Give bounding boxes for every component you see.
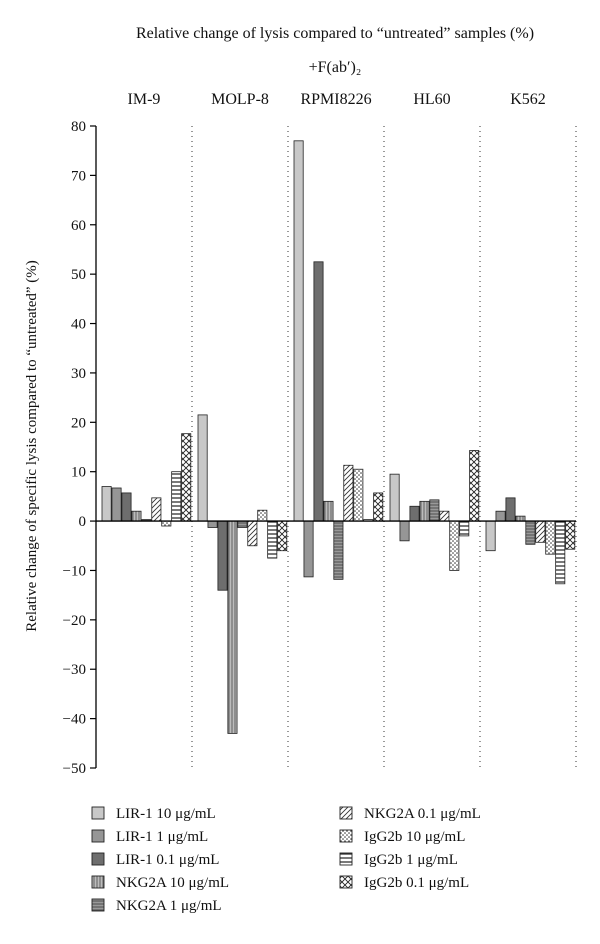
- category-label: IM-9: [128, 91, 161, 108]
- legend-swatch: [339, 829, 353, 843]
- y-tick-label: 60: [71, 218, 86, 234]
- bar: [419, 500, 430, 522]
- bar: [277, 520, 288, 552]
- legend-label: LIR-1 0.1 μg/mL: [116, 852, 219, 868]
- category-label: RPMI8226: [300, 91, 371, 108]
- bar: [267, 520, 278, 559]
- legend-label: NKG2A 10 μg/mL: [116, 875, 229, 891]
- bar: [525, 520, 536, 545]
- legend-label: IgG2b 10 μg/mL: [364, 829, 465, 845]
- bar: [555, 520, 566, 585]
- bar: [495, 510, 506, 522]
- legend-label: IgG2b 0.1 μg/mL: [364, 875, 469, 891]
- bar: [217, 520, 228, 591]
- y-tick-label: −50: [63, 761, 86, 777]
- bar: [409, 505, 420, 522]
- y-tick-label: −20: [63, 613, 86, 629]
- bar: [237, 520, 248, 528]
- y-tick-label: 70: [71, 168, 86, 184]
- bar: [111, 487, 122, 522]
- category-label: K562: [510, 91, 546, 108]
- bar: [515, 515, 526, 522]
- axes: 80 70 60 50 40 30 20 10 0 −10 −20 −30 −40 −50: [63, 119, 576, 777]
- legend-swatch: [339, 852, 353, 866]
- bar: [171, 471, 182, 522]
- bar: [343, 464, 354, 522]
- bar: [429, 499, 440, 522]
- category-label: HL60: [413, 91, 450, 108]
- bar: [373, 492, 384, 522]
- bar: [439, 510, 450, 522]
- bar: [121, 492, 132, 522]
- legend-label: NKG2A 0.1 μg/mL: [364, 806, 481, 822]
- bar: [353, 468, 364, 522]
- bar: [449, 520, 460, 571]
- bar: [545, 520, 556, 555]
- bar: [257, 509, 268, 522]
- bar: [303, 520, 314, 578]
- bars: [101, 140, 576, 734]
- y-tick-label: 10: [71, 465, 86, 481]
- bar: [247, 520, 258, 547]
- bar: [313, 261, 324, 522]
- bar: [197, 414, 208, 522]
- bar: [101, 486, 112, 522]
- y-tick-label: 30: [71, 366, 86, 382]
- bar: [293, 140, 304, 522]
- y-tick-label: 40: [71, 317, 86, 333]
- legend-label: NKG2A 1 μg/mL: [116, 898, 222, 914]
- bar: [207, 520, 218, 528]
- y-tick-label: 0: [79, 514, 87, 530]
- bar: [565, 520, 576, 550]
- legend-swatch: [91, 852, 105, 866]
- bar: [333, 520, 344, 580]
- group-separators: [191, 126, 577, 768]
- category-labels: IM-9 MOLP-8 RPMI8226 HL60 K562: [128, 91, 546, 108]
- bar: [181, 433, 192, 522]
- bar: [161, 520, 172, 527]
- legend-swatch: [91, 875, 105, 889]
- legend-swatch: [339, 875, 353, 889]
- chart-subtitle: +F(ab′)₂: [309, 59, 362, 76]
- chart-title: Relative change of lysis compared to “un…: [136, 25, 534, 42]
- bar: [469, 450, 480, 522]
- legend-label: LIR-1 1 μg/mL: [116, 829, 208, 845]
- bar: [399, 520, 410, 542]
- bar: [459, 520, 470, 537]
- y-tick-label: 50: [71, 267, 86, 283]
- y-tick-label: 80: [71, 119, 86, 135]
- bar: [485, 520, 496, 552]
- legend-swatch: [91, 806, 105, 820]
- bar: [535, 520, 546, 543]
- legend-swatch: [339, 806, 353, 820]
- y-tick-label: −30: [63, 662, 86, 678]
- bar: [323, 500, 334, 522]
- bar: [131, 510, 142, 522]
- legend-swatch: [91, 898, 105, 912]
- y-axis-label: Relative change of specific lysis compar…: [24, 260, 40, 632]
- y-tick-label: −10: [63, 563, 86, 579]
- category-label: MOLP-8: [211, 91, 269, 108]
- legend: LIR-1 10 μg/mL LIR-1 1 μg/mL LIR-1 0.1 μg/…: [91, 806, 481, 914]
- y-tick-label: 20: [71, 415, 86, 431]
- y-tick-label: −40: [63, 712, 86, 728]
- bar: [227, 520, 238, 734]
- legend-label: LIR-1 10 μg/mL: [116, 806, 216, 822]
- legend-swatch: [91, 829, 105, 843]
- legend-label: IgG2b 1 μg/mL: [364, 852, 458, 868]
- bar: [505, 497, 516, 522]
- bar: [151, 497, 162, 522]
- bar: [389, 473, 400, 522]
